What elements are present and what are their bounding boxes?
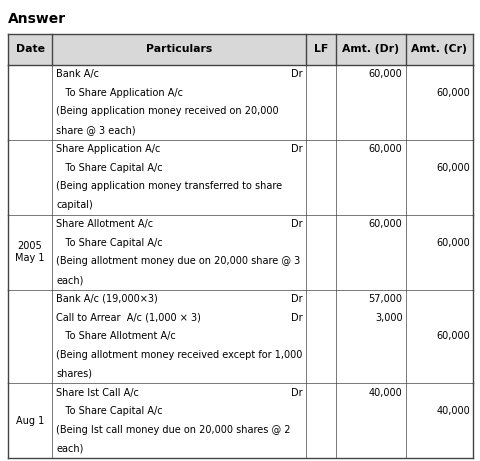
Text: 60,000: 60,000	[435, 88, 469, 98]
Text: Answer: Answer	[8, 12, 66, 26]
Text: To Share Capital A/c: To Share Capital A/c	[56, 407, 162, 416]
Text: Bank A/c (19,000×3): Bank A/c (19,000×3)	[56, 294, 157, 304]
Text: capital): capital)	[56, 200, 93, 210]
Text: 60,000: 60,000	[435, 163, 469, 173]
Text: Amt. (Cr): Amt. (Cr)	[410, 44, 466, 54]
Text: 3,000: 3,000	[374, 313, 402, 323]
Text: Particulars: Particulars	[145, 44, 212, 54]
Text: Amt. (Dr): Amt. (Dr)	[341, 44, 398, 54]
Text: Share Ist Call A/c: Share Ist Call A/c	[56, 388, 139, 398]
Text: 60,000: 60,000	[368, 219, 402, 229]
Text: (Being allotment money due on 20,000 share @ 3: (Being allotment money due on 20,000 sha…	[56, 256, 300, 266]
Text: To Share Application A/c: To Share Application A/c	[56, 88, 183, 98]
Text: 40,000: 40,000	[435, 407, 469, 416]
Text: each): each)	[56, 444, 84, 454]
Text: (Being application money received on 20,000: (Being application money received on 20,…	[56, 106, 278, 117]
Text: Dr: Dr	[290, 69, 302, 79]
Text: (Being allotment money received except for 1,000: (Being allotment money received except f…	[56, 350, 302, 360]
Text: 60,000: 60,000	[368, 144, 402, 154]
Text: Date: Date	[15, 44, 45, 54]
Text: shares): shares)	[56, 369, 92, 379]
Text: Dr: Dr	[290, 144, 302, 154]
Text: Call to Arrear  A/c (1,000 × 3): Call to Arrear A/c (1,000 × 3)	[56, 313, 201, 323]
Text: 40,000: 40,000	[368, 388, 402, 398]
Text: To Share Allotment A/c: To Share Allotment A/c	[56, 331, 176, 342]
Text: Dr: Dr	[290, 313, 302, 323]
Text: 57,000: 57,000	[368, 294, 402, 304]
Text: 2005
May 1: 2005 May 1	[15, 241, 45, 263]
Text: 60,000: 60,000	[435, 238, 469, 248]
Text: To Share Capital A/c: To Share Capital A/c	[56, 238, 162, 248]
Text: share @ 3 each): share @ 3 each)	[56, 125, 135, 135]
Text: (Being Ist call money due on 20,000 shares @ 2: (Being Ist call money due on 20,000 shar…	[56, 425, 290, 435]
Text: Bank A/c: Bank A/c	[56, 69, 99, 79]
Text: LF: LF	[313, 44, 327, 54]
Text: To Share Capital A/c: To Share Capital A/c	[56, 163, 162, 173]
Text: each): each)	[56, 275, 84, 285]
Text: 60,000: 60,000	[435, 331, 469, 342]
Text: Dr: Dr	[290, 294, 302, 304]
Text: Share Allotment A/c: Share Allotment A/c	[56, 219, 153, 229]
Text: Share Application A/c: Share Application A/c	[56, 144, 160, 154]
Text: Dr: Dr	[290, 219, 302, 229]
Text: Aug 1: Aug 1	[16, 416, 44, 426]
Text: (Being application money transferred to share: (Being application money transferred to …	[56, 182, 282, 191]
Text: Dr: Dr	[290, 388, 302, 398]
Text: 60,000: 60,000	[368, 69, 402, 79]
